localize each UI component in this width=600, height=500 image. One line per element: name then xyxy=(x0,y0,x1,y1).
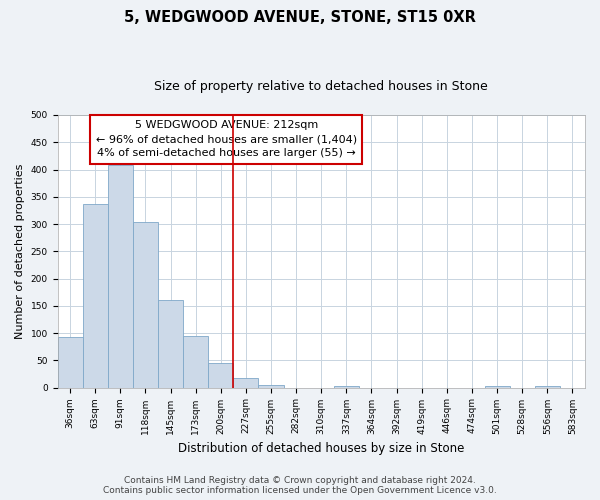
Text: Contains HM Land Registry data © Crown copyright and database right 2024.
Contai: Contains HM Land Registry data © Crown c… xyxy=(103,476,497,495)
Y-axis label: Number of detached properties: Number of detached properties xyxy=(15,164,25,339)
Bar xyxy=(158,300,183,388)
Text: 5, WEDGWOOD AVENUE, STONE, ST15 0XR: 5, WEDGWOOD AVENUE, STONE, ST15 0XR xyxy=(124,10,476,25)
Bar xyxy=(208,363,233,388)
X-axis label: Distribution of detached houses by size in Stone: Distribution of detached houses by size … xyxy=(178,442,464,455)
Bar xyxy=(108,165,133,388)
Bar xyxy=(183,336,208,388)
Bar xyxy=(535,386,560,388)
Bar xyxy=(485,386,509,388)
Bar xyxy=(259,386,284,388)
Title: Size of property relative to detached houses in Stone: Size of property relative to detached ho… xyxy=(154,80,488,93)
Bar xyxy=(133,222,158,388)
Bar xyxy=(334,386,359,388)
Bar xyxy=(233,378,259,388)
Text: 5 WEDGWOOD AVENUE: 212sqm
← 96% of detached houses are smaller (1,404)
4% of sem: 5 WEDGWOOD AVENUE: 212sqm ← 96% of detac… xyxy=(96,120,357,158)
Bar xyxy=(58,337,83,388)
Bar xyxy=(83,204,108,388)
